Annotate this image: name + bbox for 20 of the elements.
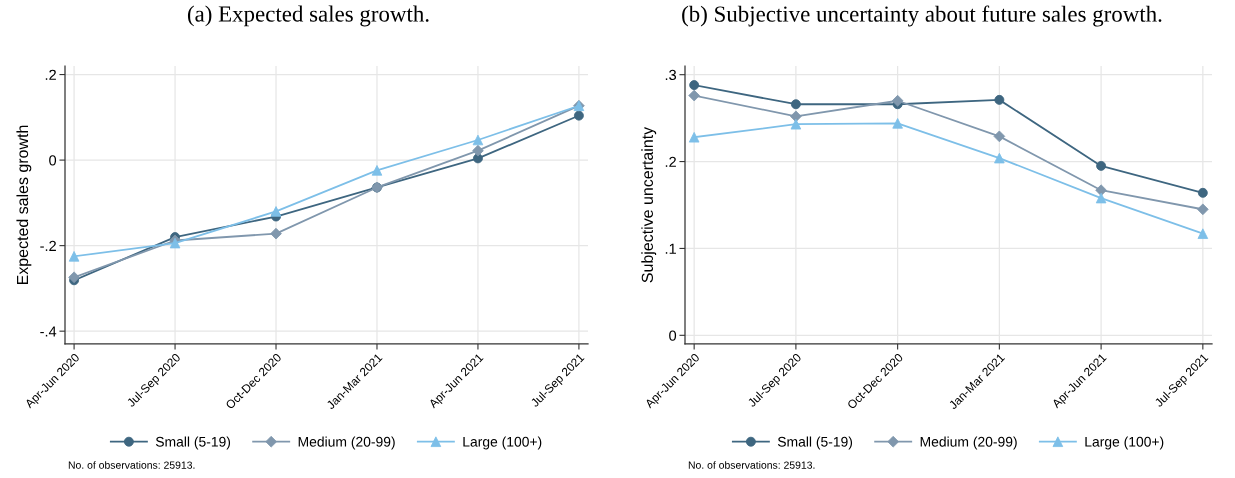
y-tick-label: 0 (669, 330, 677, 341)
y-tick-label: -.2 (40, 240, 56, 251)
y-tick-label: .2 (665, 156, 676, 167)
legend-label: Large (100+) (1085, 436, 1164, 450)
y-tick-label: 0 (49, 155, 57, 166)
legend-label: Large (100+) (463, 436, 542, 450)
legend-label: Small (5-19) (777, 436, 853, 450)
chart-title: (b) Subjective uncertainty about future sales growth. (682, 5, 1162, 27)
text: No. of observations: 25913. (68, 461, 195, 469)
legend-label: Medium (20-99) (298, 436, 395, 450)
y-tick-label: .1 (665, 243, 676, 254)
y-axis-title: Subjective uncertainty (641, 126, 657, 283)
text: No. of observations: 25913. (688, 461, 815, 469)
y-axis-title: Expected sales growth (16, 125, 32, 285)
y-tick-label: .2 (45, 69, 56, 80)
y-tick-label: -.4 (40, 326, 57, 337)
legend-label: Medium (20-99) (920, 436, 1017, 450)
y-tick-label: .3 (665, 69, 677, 81)
legend-label: Small (5-19) (155, 436, 231, 450)
chart-title: (a) Expected sales growth. (187, 5, 429, 27)
